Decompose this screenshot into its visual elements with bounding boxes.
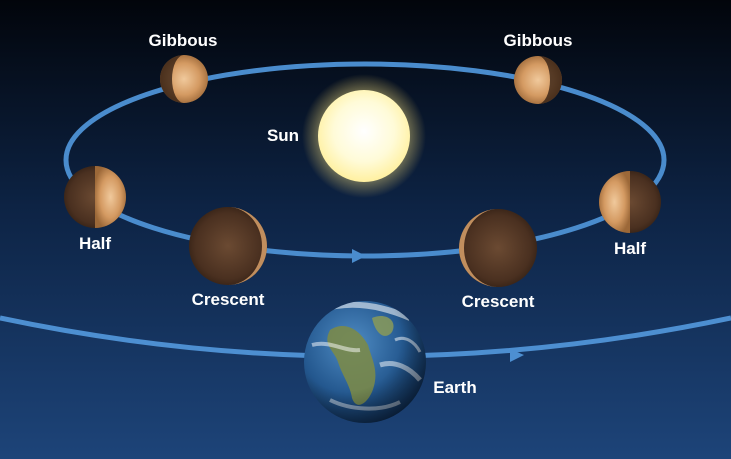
label-gibbous-right: Gibbous	[504, 31, 573, 50]
venus-gibbous-left	[160, 55, 208, 103]
venus-gibbous-right	[514, 56, 562, 104]
label-half-left: Half	[79, 234, 111, 253]
venus-crescent-left	[189, 207, 267, 285]
sun	[318, 90, 410, 182]
earth	[304, 301, 426, 423]
label-gibbous-left: Gibbous	[149, 31, 218, 50]
earth-orbit-arrow	[510, 349, 524, 362]
venus-half-left	[64, 166, 126, 228]
label-crescent-right: Crescent	[462, 292, 535, 311]
label-half-right: Half	[614, 239, 646, 258]
venus-crescent-right	[459, 209, 537, 287]
label-crescent-left: Crescent	[192, 290, 265, 309]
label-earth: Earth	[433, 378, 476, 397]
venus-half-right	[599, 171, 661, 233]
venus-orbit-arrow	[352, 249, 366, 263]
label-sun: Sun	[267, 126, 299, 145]
